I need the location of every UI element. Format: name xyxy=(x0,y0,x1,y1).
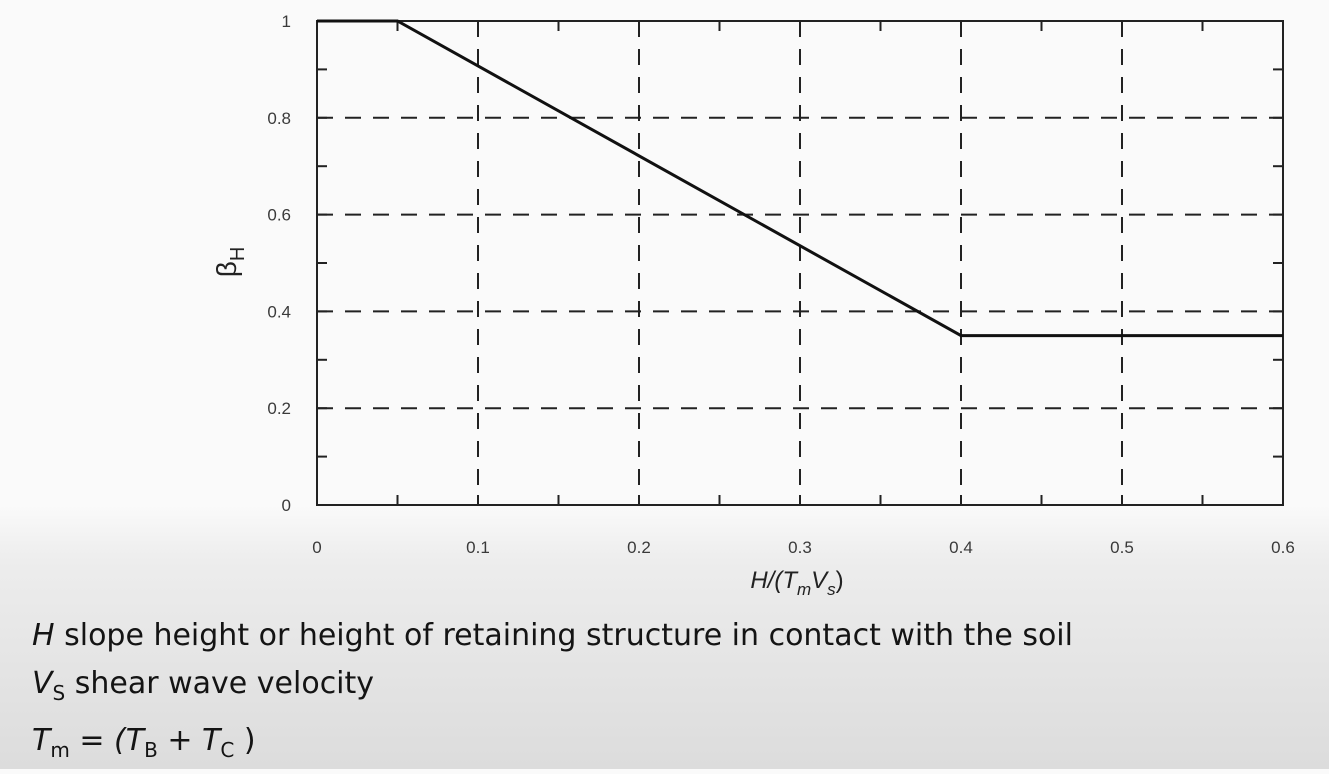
note-h-text: slope height or height of retaining stru… xyxy=(54,618,1073,653)
note-tm-text-2: + T xyxy=(157,723,221,758)
x-tick-label: 0.6 xyxy=(1271,538,1295,557)
y-tick-label: 0 xyxy=(282,496,291,515)
note-vs-text: shear wave velocity xyxy=(65,666,375,701)
note-h-symbol: H xyxy=(32,618,55,653)
note-tm-subscript-c: C xyxy=(220,738,235,762)
minor-ticks xyxy=(316,20,1284,506)
x-tick-labels: 0 0.1 0.2 0.3 0.4 0.5 0.6 xyxy=(312,538,1295,557)
y-axis-label: βH xyxy=(211,247,249,278)
y-tick-label: 1 xyxy=(282,12,291,31)
chart: 0 0.1 0.2 0.3 0.4 0.5 0.6 0 0.2 0.4 0.6 0.8 1 H/(Tm… xyxy=(211,12,1295,599)
note-vs: VS shear wave velocity xyxy=(32,660,1073,717)
note-tm-subscript: m xyxy=(50,738,70,762)
note-vs-symbol: V xyxy=(32,666,53,701)
note-tm-text: = (T xyxy=(69,723,145,758)
y-tick-label: 0.2 xyxy=(267,399,291,418)
x-tick-label: 0.5 xyxy=(1110,538,1134,557)
x-tick-label: 0.4 xyxy=(949,538,973,557)
x-axis-label: H/(TmVs) xyxy=(750,567,843,599)
note-tm-text-3: ) xyxy=(234,723,256,758)
note-h: H slope height or height of retaining st… xyxy=(32,612,1073,660)
note-tm-subscript-b: B xyxy=(144,738,158,762)
grid-lines xyxy=(317,21,1283,505)
symbol-legend: H slope height or height of retaining st… xyxy=(32,612,1073,774)
plot-frame xyxy=(316,20,1284,506)
y-tick-label: 0.4 xyxy=(267,302,291,321)
x-tick-label: 0.1 xyxy=(466,538,490,557)
y-tick-labels: 0 0.2 0.4 0.6 0.8 1 xyxy=(267,12,291,515)
note-vs-subscript: S xyxy=(52,681,66,705)
x-tick-label: 0.3 xyxy=(788,538,812,557)
note-tm: Tm = (TB + TC ) xyxy=(32,717,1073,774)
y-tick-label: 0.8 xyxy=(267,109,291,128)
y-tick-label: 0.6 xyxy=(267,206,291,225)
series-group xyxy=(317,19,1283,338)
series-line xyxy=(317,19,1283,338)
x-tick-label: 0.2 xyxy=(627,538,651,557)
x-tick-label: 0 xyxy=(312,538,321,557)
note-tm-symbol: T xyxy=(32,723,51,758)
